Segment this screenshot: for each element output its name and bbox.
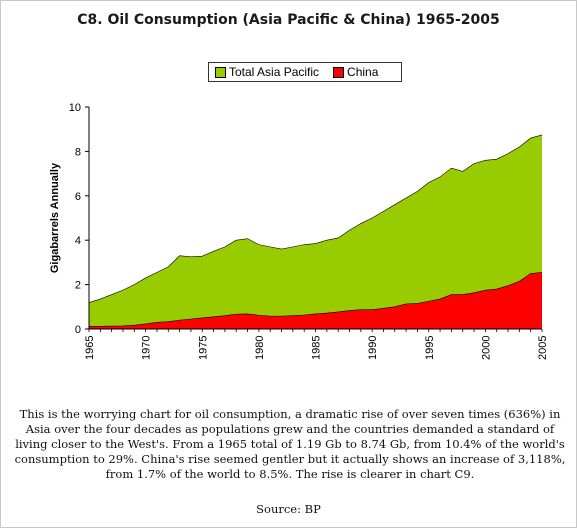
x-tick-label: 1965 <box>84 336 96 360</box>
y-tick-label: 6 <box>75 191 81 203</box>
series-line-china <box>89 272 543 327</box>
legend-swatch-china <box>333 66 345 78</box>
y-tick-label: 4 <box>75 235 81 247</box>
chart-caption: This is the worrying chart for oil consu… <box>14 407 566 481</box>
series-area-china <box>89 272 542 329</box>
x-tick-label: 1995 <box>424 336 436 360</box>
series-line-total-asia-pacific <box>88 134 543 303</box>
x-tick-label: 1970 <box>141 336 153 360</box>
x-tick-label: 2000 <box>480 336 492 360</box>
y-tick-label: 8 <box>75 146 81 158</box>
x-tick-label: 1975 <box>197 336 209 360</box>
legend-label-china: China <box>347 65 379 79</box>
chart-source: Source: BP <box>256 502 321 516</box>
x-tick-label: 1990 <box>367 336 379 360</box>
y-axis-label: Gigabarrels Annually <box>49 162 61 273</box>
y-tick-label: 2 <box>75 280 81 292</box>
legend-swatch-total <box>215 66 226 78</box>
legend-item-china: China <box>333 65 378 79</box>
x-tick-label: 1985 <box>311 336 323 360</box>
chart-title: C8. Oil Consumption (Asia Pacific & Chin… <box>77 12 500 28</box>
series-area-total-asia-pacific <box>89 134 542 329</box>
y-tick-label: 10 <box>69 102 81 114</box>
x-tick-label: 1980 <box>254 336 266 360</box>
legend-label-total: Total Asia Pacific <box>229 65 320 79</box>
legend-item-total: Total Asia Pacific <box>215 65 319 79</box>
y-tick-label: 0 <box>75 324 81 336</box>
area-chart: 0 2 4 6 8 10 1965 1970 1975 1980 1985 1990 1995 2000 2… <box>49 102 549 360</box>
chart-legend: Total Asia Pacific China <box>208 62 402 82</box>
x-tick-label: 2005 <box>537 336 549 360</box>
